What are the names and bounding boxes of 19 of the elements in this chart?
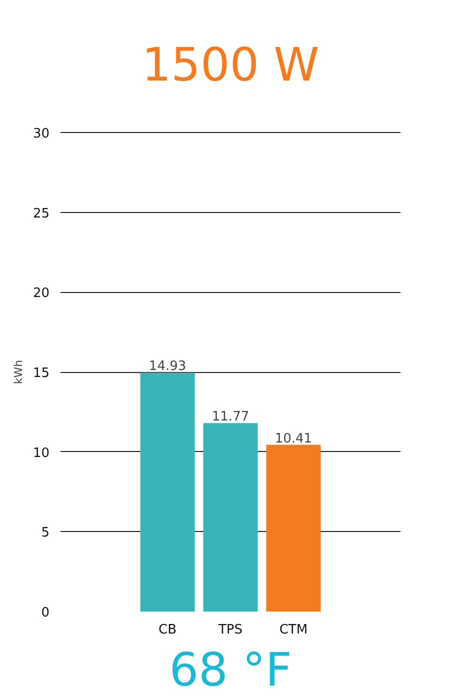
data-label: 11.77 — [212, 410, 250, 425]
y-axis-title: kWh — [12, 360, 25, 384]
bar — [203, 423, 258, 612]
chart-title: 1500 W — [142, 38, 320, 92]
x-tick-label: CTM — [279, 622, 308, 638]
bar — [140, 372, 195, 612]
y-tick-label: 25 — [32, 206, 50, 222]
data-label: 14.93 — [148, 359, 186, 374]
x-tick-label: CB — [158, 622, 177, 638]
y-tick-label: 0 — [41, 606, 50, 620]
y-tick-label: 5 — [41, 526, 50, 541]
y-tick-label: 30 — [32, 126, 50, 142]
y-tick-label: 10 — [32, 446, 50, 461]
bar — [266, 444, 321, 612]
y-tick-label: 20 — [32, 286, 50, 302]
x-tick-label: TPS — [217, 622, 243, 638]
text: 68 °F — [169, 642, 292, 696]
y-tick-label: 15 — [32, 366, 50, 381]
data-label: 10.41 — [274, 431, 312, 446]
